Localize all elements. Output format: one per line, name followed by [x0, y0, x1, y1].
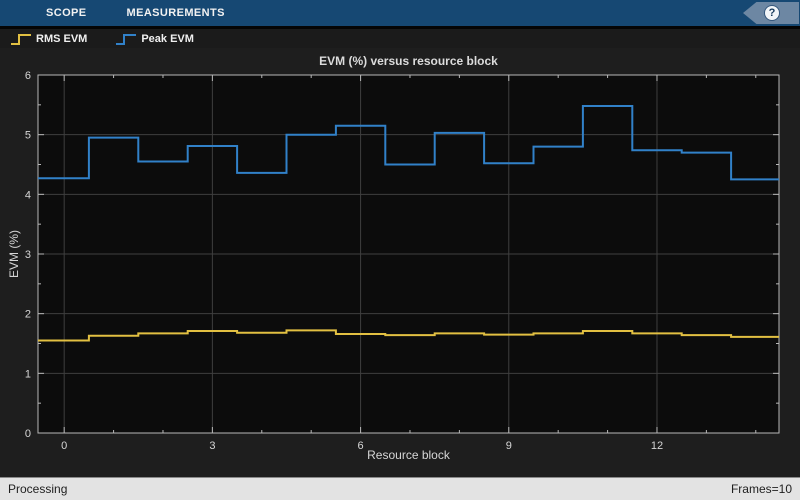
help-button[interactable]: ?	[743, 2, 799, 24]
legend-item-rms-evm[interactable]: RMS EVM	[10, 31, 87, 47]
svg-text:4: 4	[25, 189, 31, 201]
chart-figure: EVM (%) versus resource block 0 3 6 9 12 0 1 2 3…	[0, 48, 800, 477]
svg-text:0: 0	[25, 428, 31, 440]
svg-text:2: 2	[25, 309, 31, 321]
svg-text:9: 9	[506, 440, 512, 452]
legend-item-peak-evm[interactable]: Peak EVM	[115, 31, 194, 47]
series-peak-evm	[38, 105, 779, 181]
x-axis-label: Resource block	[367, 448, 450, 462]
toolstrip: SCOPE MEASUREMENTS ?	[0, 0, 800, 26]
tab-scope[interactable]: SCOPE	[46, 7, 87, 19]
help-icon[interactable]: ?	[764, 5, 780, 21]
svg-text:6: 6	[25, 70, 31, 82]
svg-text:0: 0	[61, 440, 67, 452]
step-line-icon	[11, 33, 31, 45]
chart-title: EVM (%) versus resource block	[319, 54, 498, 68]
tab-measurements[interactable]: MEASUREMENTS	[126, 7, 225, 19]
status-text: Processing	[8, 482, 68, 496]
legend-label: Peak EVM	[141, 32, 194, 45]
legend-bar: RMS EVM Peak EVM	[0, 29, 800, 49]
svg-text:3: 3	[25, 249, 31, 261]
svg-text:1: 1	[25, 368, 31, 380]
legend-label: RMS EVM	[36, 32, 88, 45]
svg-text:6: 6	[358, 440, 364, 452]
toolstrip-separator	[0, 26, 800, 29]
series-rms-evm	[38, 329, 779, 342]
status-bar: Processing Frames=10	[0, 477, 800, 500]
toolstrip-tabs: SCOPE MEASUREMENTS	[26, 0, 245, 26]
svg-text:12: 12	[651, 440, 663, 452]
svg-text:5: 5	[25, 130, 31, 142]
svg-text:3: 3	[209, 440, 215, 452]
step-line-icon	[116, 33, 137, 45]
frames-counter: Frames=10	[730, 482, 792, 496]
y-axis-label: EVM (%)	[7, 230, 21, 278]
